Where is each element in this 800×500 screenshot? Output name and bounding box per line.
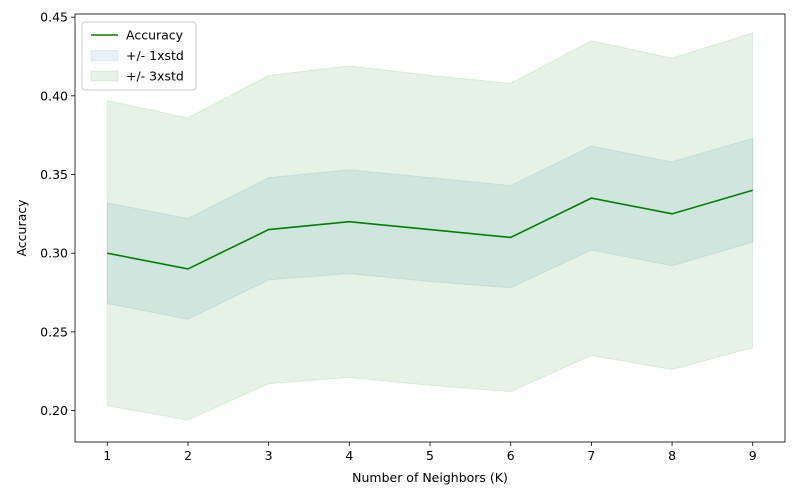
x-tick-label: 5 — [426, 448, 434, 463]
y-tick-label: 0.40 — [40, 88, 68, 103]
confidence-bands — [106, 32, 754, 421]
x-tick-label: 3 — [265, 448, 273, 463]
x-tick-label: 1 — [103, 448, 111, 463]
legend-entry-3xstd-label: +/- 3xstd — [126, 69, 184, 84]
series-lines — [107, 189, 753, 270]
y-tick-label: 0.30 — [40, 246, 68, 261]
legend-entry-3xstd-swatch — [90, 70, 119, 82]
x-tick-label: 7 — [587, 448, 595, 463]
x-tick-label: 8 — [668, 448, 676, 463]
y-tick-label: 0.25 — [40, 324, 68, 339]
x-tick-label: 9 — [749, 448, 757, 463]
legend-box — [81, 21, 197, 91]
band-3xstd — [106, 32, 754, 421]
y-axis-ticks: 0.20 0.25 0.30 0.35 0.40 0.45 — [40, 10, 75, 418]
legend-entry-1xstd-label: +/- 1xstd — [126, 48, 184, 63]
x-tick-label: 2 — [184, 448, 192, 463]
x-tick-label: 4 — [345, 448, 353, 463]
x-axis-label: Number of Neighbors (K) — [352, 470, 508, 485]
y-tick-label: 0.45 — [40, 10, 68, 25]
y-axis-label: Accuracy — [14, 199, 29, 257]
x-axis-ticks: 1 2 3 4 5 6 7 8 9 — [103, 442, 757, 463]
y-tick-label: 0.35 — [40, 167, 68, 182]
accuracy-line — [107, 189, 753, 270]
legend: Accuracy +/- 1xstd +/- 3xstd — [81, 21, 197, 91]
x-tick-label: 6 — [507, 448, 515, 463]
legend-entry-1xstd-swatch — [90, 50, 119, 61]
y-tick-label: 0.20 — [40, 403, 68, 418]
legend-entry-accuracy-label: Accuracy — [126, 28, 184, 43]
